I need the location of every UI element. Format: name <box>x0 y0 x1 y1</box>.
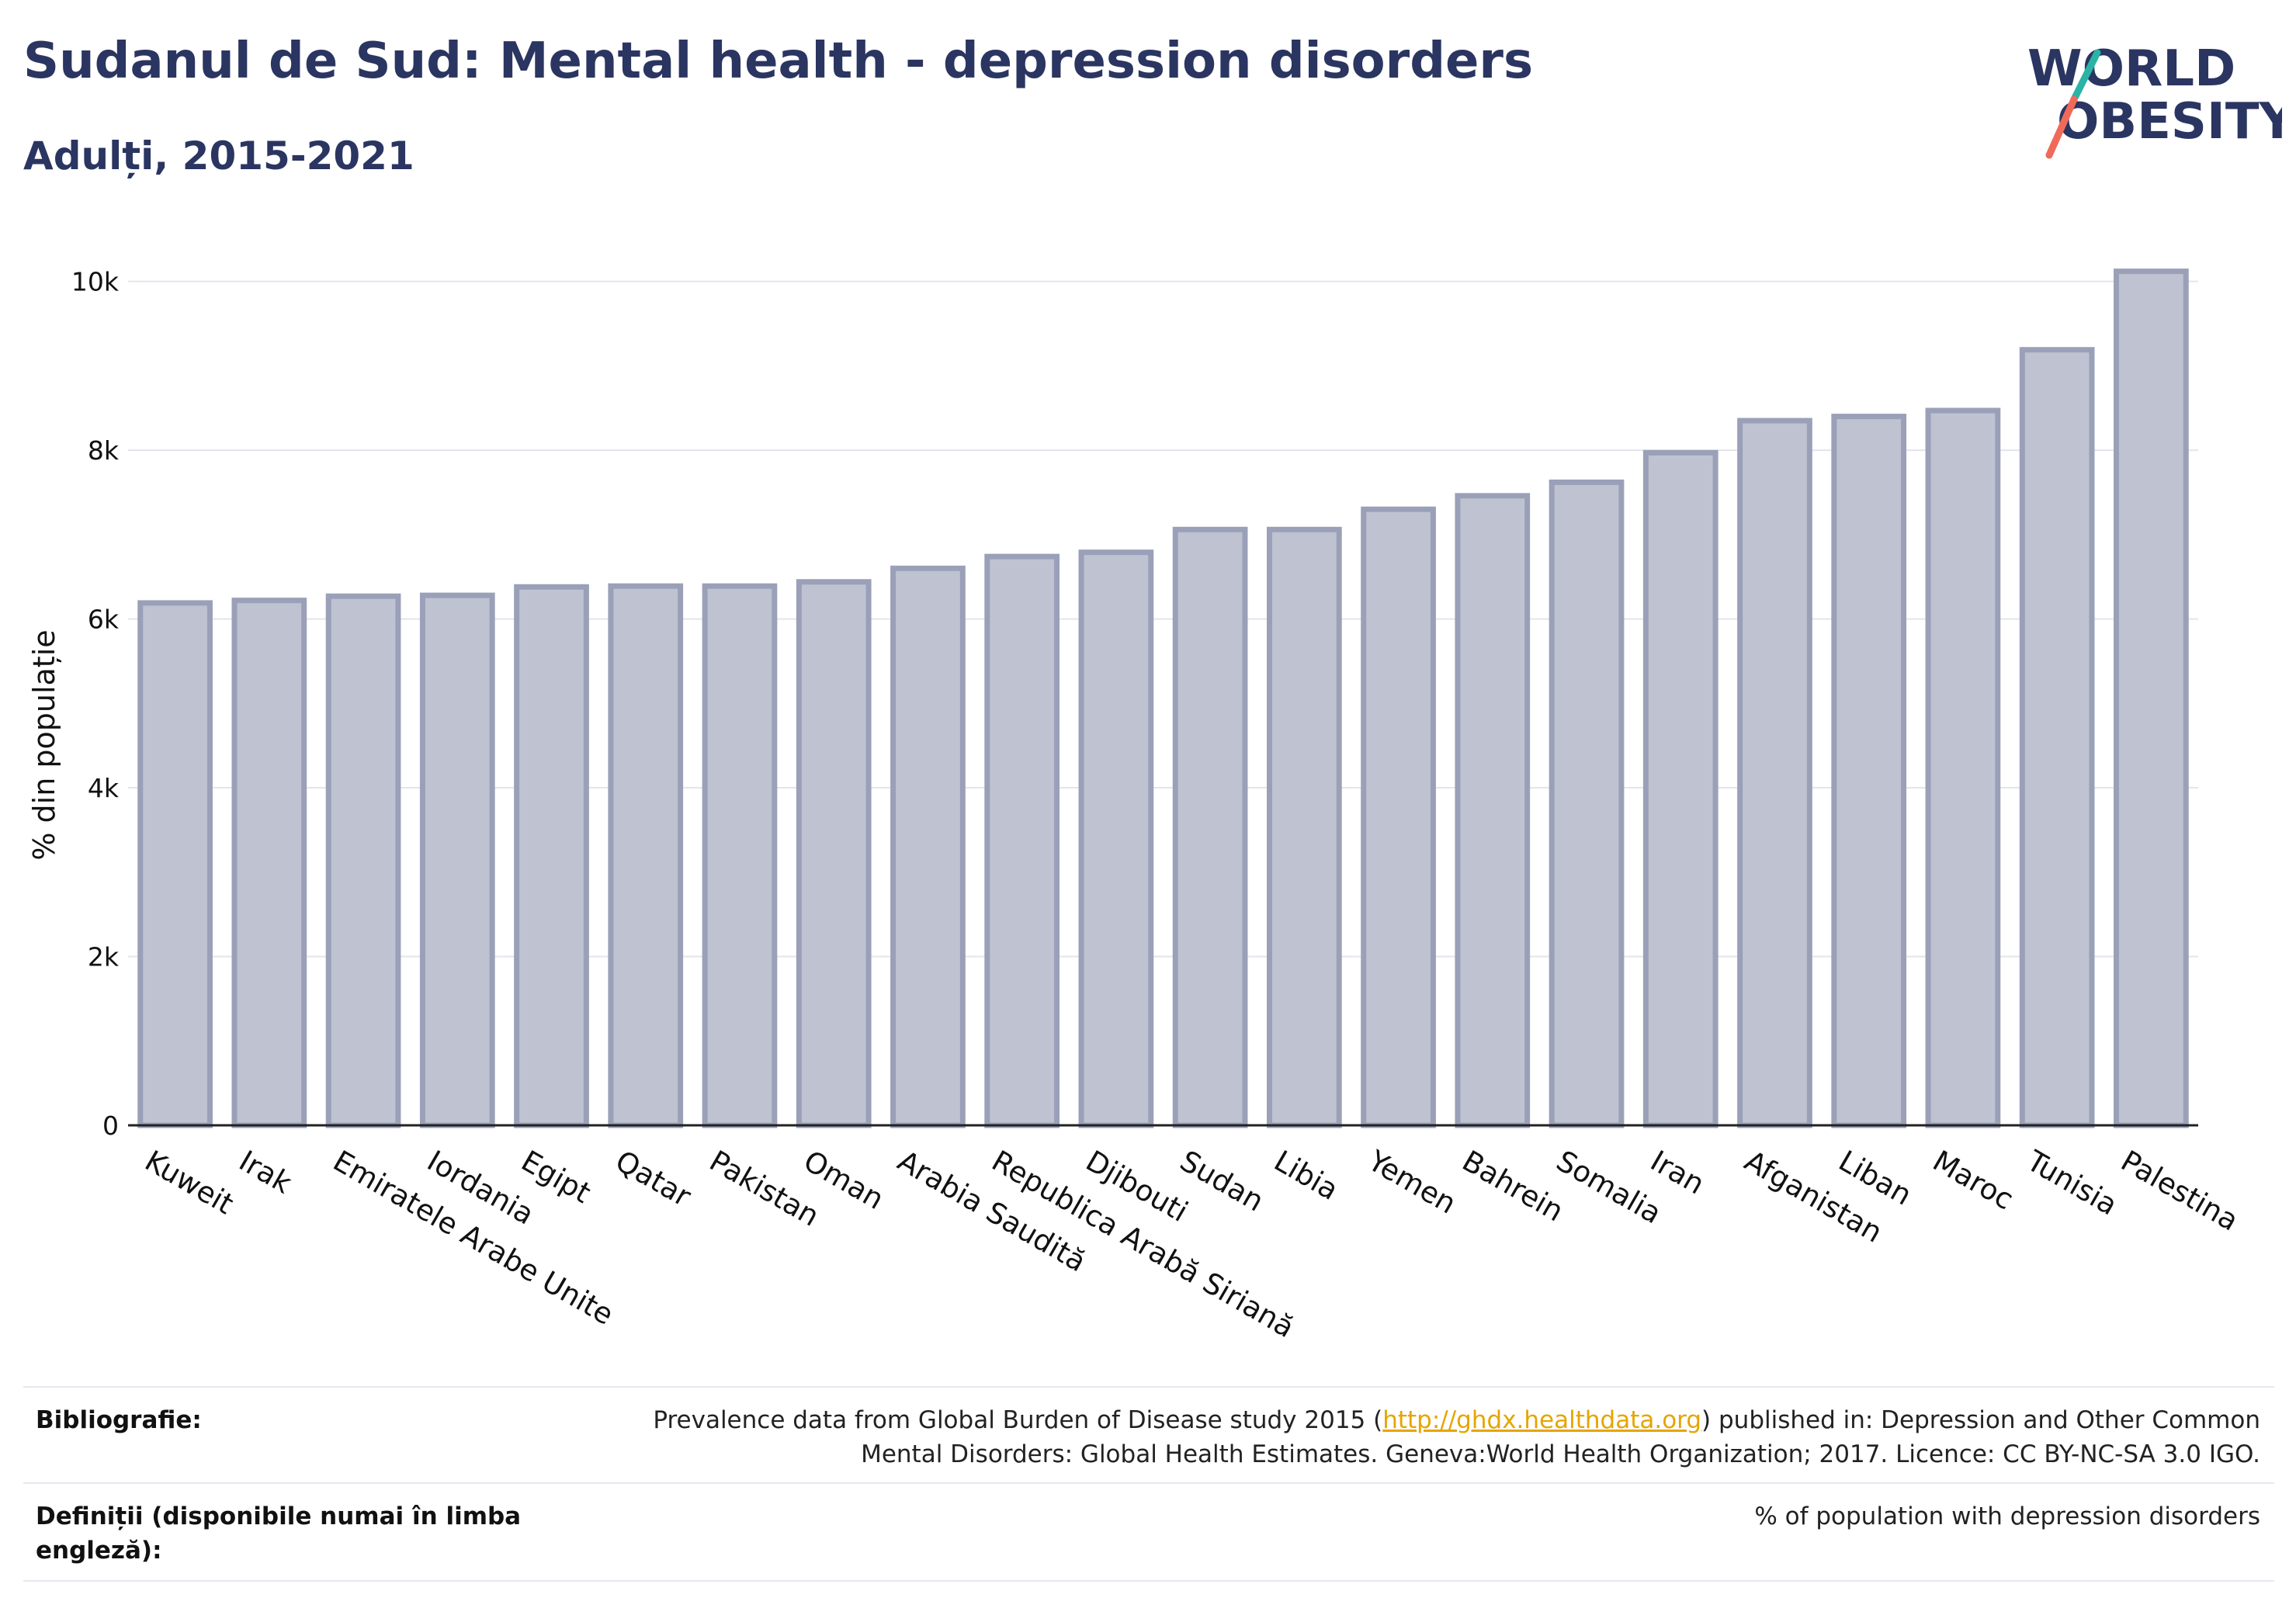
bar-djibouti <box>1078 549 1154 1128</box>
bar-pakistan <box>702 583 778 1128</box>
bar-palestina <box>2114 269 2189 1128</box>
bar-qatar <box>608 583 684 1128</box>
bar-oman <box>796 579 872 1128</box>
bibliography-text: Prevalence data from Global Burden of Di… <box>653 1403 2260 1471</box>
bar-emiratele-arabe-unite <box>325 593 401 1128</box>
bar-republica-arab-sirian- <box>984 553 1060 1128</box>
bar-iran <box>1642 449 1719 1128</box>
y-tick-label: 4k <box>88 773 120 803</box>
bar-liban <box>1831 414 1907 1128</box>
y-tick-label: 0 <box>102 1111 119 1141</box>
x-tick-label: Maroc <box>1927 1144 2019 1216</box>
footer-divider <box>23 1386 2274 1388</box>
bibliography-line2: Mental Disorders: Global Health Estimate… <box>861 1440 2260 1468</box>
bar-bahrein <box>1455 493 1531 1128</box>
logo-line1: WORLD <box>2027 40 2235 98</box>
bibliography-label: Bibliografie: <box>36 1406 202 1434</box>
bar-tunisia <box>2019 347 2095 1128</box>
bar-libia <box>1266 526 1342 1128</box>
definitions-label-line1: Definiții (disponibile numai în limba <box>36 1502 522 1530</box>
x-tick-label: Iran <box>1645 1144 1710 1201</box>
x-tick-label: Tunisia <box>2020 1144 2123 1222</box>
y-tick-label: 2k <box>88 942 120 972</box>
x-tick-label: Libia <box>1268 1144 1344 1207</box>
bibliography-pre: Prevalence data from Global Burden of Di… <box>653 1406 1383 1434</box>
x-tick-label: Yemen <box>1362 1144 1462 1221</box>
bar-afganistan <box>1737 418 1812 1128</box>
y-axis-label: % din populație <box>27 629 61 860</box>
logo-slash-teal <box>2070 49 2101 103</box>
bar-yemen <box>1361 506 1436 1128</box>
bar-sudan <box>1172 526 1248 1128</box>
x-tick-label: Kuweit <box>140 1144 240 1221</box>
chart-subtitle: Adulți, 2015-2021 <box>23 133 414 178</box>
footer-divider <box>23 1482 2274 1484</box>
bibliography-post: ) published in: Depression and Other Com… <box>1701 1406 2260 1434</box>
logo-line2: OBESITY <box>2057 93 2282 151</box>
definitions-text: % of population with depression disorder… <box>1754 1502 2260 1530</box>
bibliography-link[interactable]: http://ghdx.healthdata.org <box>1382 1406 1702 1434</box>
bar-maroc <box>1925 407 2001 1128</box>
chart-title: Sudanul de Sud: Mental health - depressi… <box>23 33 1534 90</box>
bar-iordania <box>419 592 495 1128</box>
bar-egipt <box>514 584 589 1128</box>
bar-somalia <box>1549 479 1625 1128</box>
definitions-label: Definiții (disponibile numai în limba en… <box>36 1499 521 1568</box>
bar-layer <box>137 269 2189 1128</box>
bar-kuweit <box>137 600 213 1128</box>
logo-slash-coral <box>2045 95 2078 159</box>
x-tick-label: Palestina <box>2115 1144 2244 1238</box>
bar-arabia-saudit- <box>890 565 966 1128</box>
y-tick-label: 6k <box>88 605 120 635</box>
world-obesity-logo: WORLD OBESITY <box>2027 40 2282 159</box>
x-tick-label: Somalia <box>1551 1144 1667 1230</box>
x-tick-label: Qatar <box>610 1144 697 1214</box>
y-tick-label: 10k <box>71 267 120 297</box>
footer-divider <box>23 1580 2274 1582</box>
y-tick-label: 8k <box>88 435 120 466</box>
definitions-label-line2: engleză): <box>36 1537 162 1565</box>
x-tick-label: Irak <box>234 1144 298 1201</box>
bar-irak <box>231 598 307 1128</box>
x-tick-label: Bahrein <box>1457 1144 1569 1228</box>
